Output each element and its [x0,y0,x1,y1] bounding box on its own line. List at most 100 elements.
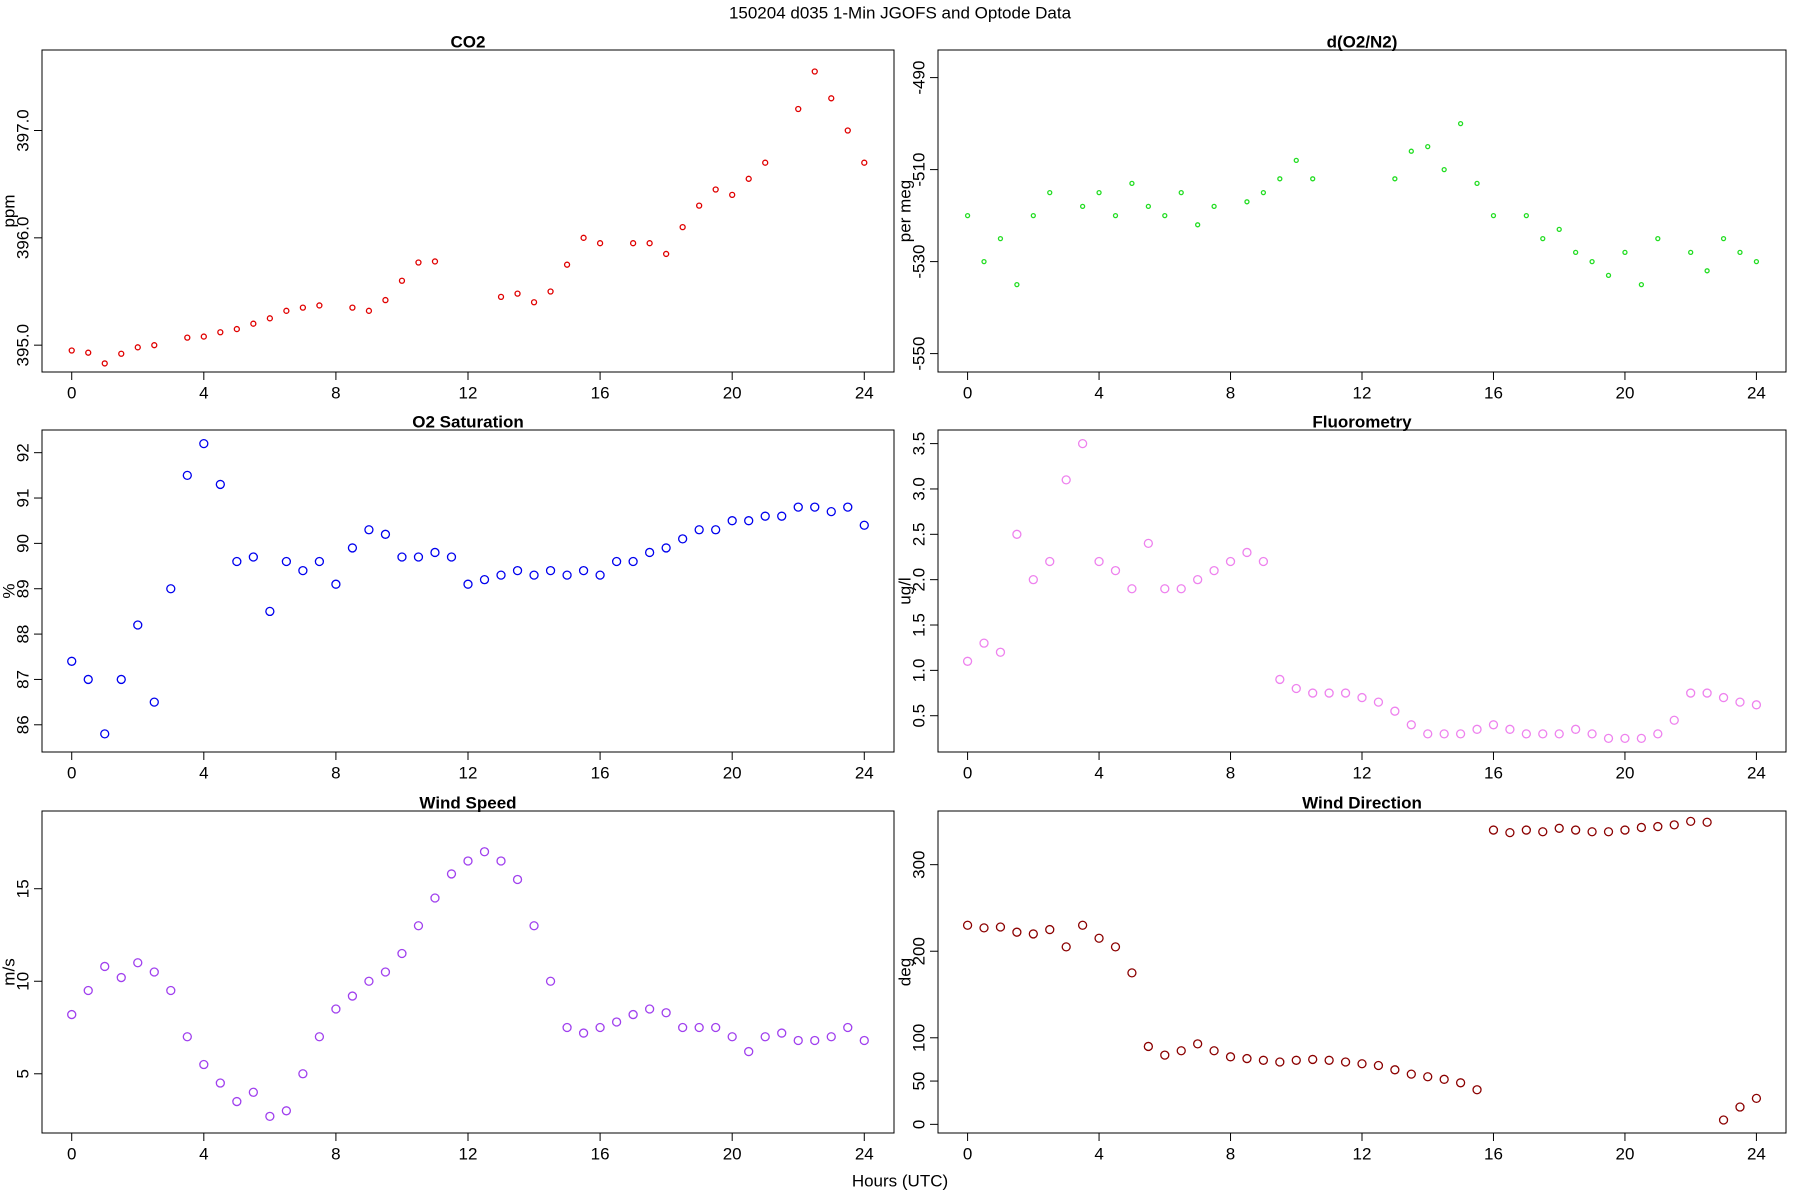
data-point [1357,1059,1367,1069]
data-point [1373,1060,1384,1071]
data-point [995,922,1006,932]
data-point [1209,1046,1219,1056]
data-point [446,869,457,879]
data-point [1653,821,1663,832]
data-point [810,502,820,512]
data-point [811,68,818,75]
x-tick-label: 12 [459,1144,478,1163]
data-point [1488,825,1499,835]
x-tick-label: 4 [199,383,208,402]
data-point [1096,189,1102,196]
data-point [793,502,803,512]
data-point [1704,268,1710,274]
data-point [364,976,374,986]
data-point [331,579,341,589]
x-tick-label: 8 [1226,763,1235,782]
data-point [1702,688,1712,698]
x-tick-label: 4 [199,763,208,782]
data-point [1655,235,1661,242]
y-tick-label: 86 [13,715,32,734]
data-point [1653,729,1663,739]
data-point [661,1008,671,1018]
data-point [184,334,191,341]
data-point [1077,920,1088,930]
y-tick-label: 397.0 [13,109,32,152]
y-tick-label: 89 [13,579,32,598]
data-point [281,1106,292,1116]
data-point [1753,258,1760,265]
data-point [446,552,457,562]
x-tick-label: 20 [723,383,742,402]
data-point [1751,1093,1762,1104]
data-point [1390,1065,1400,1075]
data-point [299,304,307,311]
x-tick-label: 24 [855,1144,874,1163]
data-point [694,1022,704,1033]
x-tick-label: 16 [591,1144,610,1163]
data-point [1587,729,1597,739]
data-point [777,511,787,521]
data-point [1308,1054,1318,1065]
data-point [233,325,240,333]
data-point [479,575,490,585]
data-point [828,95,835,102]
panel-title: Fluorometry [1312,412,1412,431]
data-point [1392,176,1398,182]
data-point [133,958,143,968]
data-point [861,159,868,166]
data-point [859,520,869,530]
data-point [331,1004,341,1014]
data-point [1474,180,1480,187]
data-point [316,302,323,309]
y-axis-label: ppm [0,194,18,227]
x-tick-label: 12 [1353,383,1372,402]
y-tick-label: 100 [909,1024,928,1052]
data-point [1423,729,1433,739]
data-point [100,729,110,739]
data-point [1439,1074,1449,1084]
data-point [250,320,257,327]
plot-frame [41,810,895,1134]
data-point [826,1032,836,1042]
data-point [595,570,605,580]
data-point [661,543,671,553]
data-point [744,516,754,526]
data-point [1340,688,1351,698]
figure-title: 150204 d035 1-Min JGOFS and Optode Data [729,3,1072,22]
y-tick-label: 395.0 [13,324,32,367]
data-point [1143,538,1154,549]
data-point [1636,822,1647,833]
x-tick-label: 0 [67,763,76,782]
data-point [1735,1102,1745,1112]
data-point [118,350,125,357]
x-tick-label: 8 [331,1144,340,1163]
y-tick-label: -490 [909,61,928,95]
data-point [1110,565,1121,576]
x-tick-label: 4 [199,1144,208,1163]
data-point [529,921,539,931]
data-point [694,525,704,535]
x-tick-label: 8 [331,383,340,402]
plot-frame [41,429,895,753]
data-point [678,1022,688,1033]
data-point [215,479,225,490]
data-point [265,606,275,617]
data-point [1490,212,1497,219]
y-tick-label: 5 [13,1069,32,1078]
data-point [1737,249,1743,256]
data-point [1028,929,1038,939]
plot-frame [937,810,1787,1134]
data-point [596,240,604,247]
data-point [415,259,422,266]
data-point [777,1028,787,1038]
x-tick-label: 0 [963,383,972,402]
data-point [1077,438,1088,449]
data-point [1145,203,1152,210]
data-point [497,293,505,301]
y-tick-label: 15 [13,879,32,898]
data-point [1242,1053,1252,1064]
data-point [628,556,638,567]
data-point [514,290,521,297]
data-point [1193,575,1203,585]
x-tick-label: 4 [1094,383,1103,402]
